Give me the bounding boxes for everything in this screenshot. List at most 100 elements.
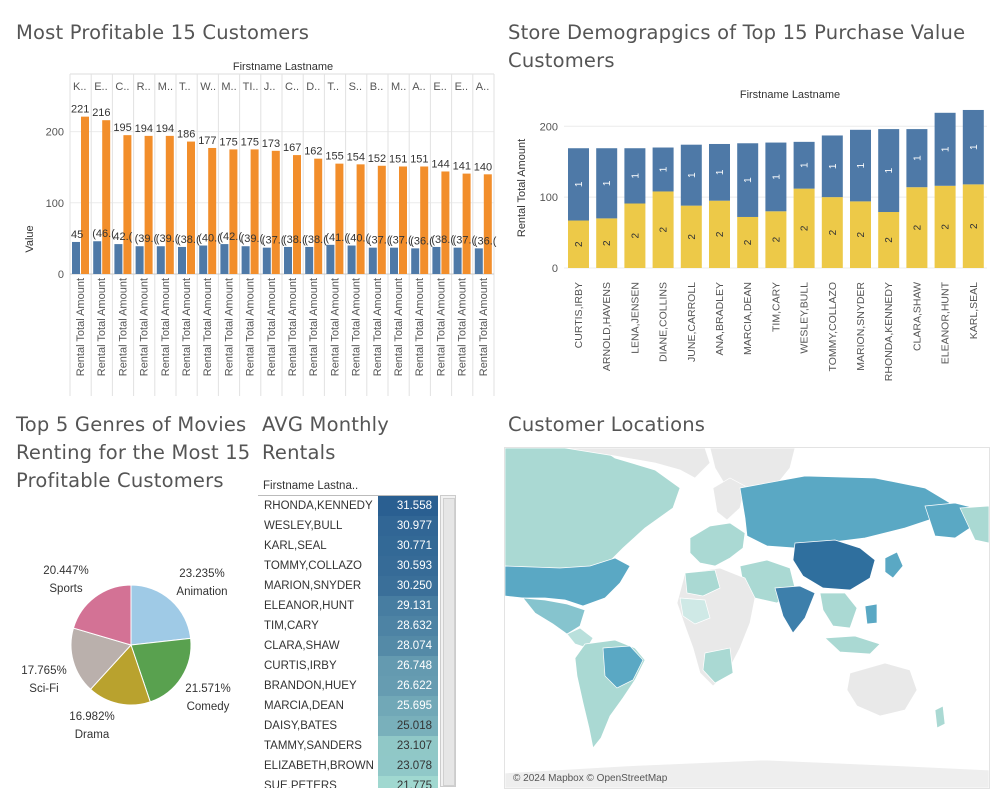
table-row[interactable]: CURTIS,IRBY 26.748	[258, 656, 438, 676]
table-row[interactable]: TIM,CARY 28.632	[258, 616, 438, 636]
chart2-bar-store-1[interactable]	[765, 142, 787, 212]
chart1-bar-rental-total[interactable]	[356, 164, 365, 274]
chart1-bar-rental-total[interactable]	[335, 163, 344, 274]
customer-locations-map[interactable]: © 2024 Mapbox © OpenStreetMap	[504, 447, 990, 789]
chart1-bar-secondary[interactable]	[135, 246, 144, 274]
chart1-bar-secondary[interactable]	[241, 246, 250, 274]
chart1-bar-secondary[interactable]	[220, 244, 229, 274]
chart1-bar-rental-total[interactable]	[377, 165, 386, 274]
chart2-bar-store-1[interactable]	[596, 148, 618, 219]
pie-slice-sports[interactable]	[72, 584, 132, 646]
chart1-bar-rental-total[interactable]	[123, 135, 132, 274]
chart2-bar-store-2[interactable]	[709, 200, 730, 268]
chart1-bar-rental-total[interactable]	[165, 135, 174, 274]
table-row[interactable]: DAISY,BATES 25.018	[258, 716, 438, 736]
chart1-bar-secondary[interactable]	[390, 247, 398, 274]
chart1-bar-secondary[interactable]	[178, 246, 186, 274]
chart2-bar-store-2[interactable]	[737, 216, 759, 268]
chart2-bar-store-2[interactable]	[596, 218, 618, 268]
chart2-bar-store-1[interactable]	[737, 143, 759, 217]
chart2-x-tick: DIANE,COLLINS	[658, 282, 670, 362]
table-row[interactable]: CLARA,SHAW 28.074	[258, 636, 438, 656]
chart1-bar-secondary[interactable]	[156, 246, 165, 274]
chart1-bar-secondary[interactable]	[262, 247, 271, 274]
table-row[interactable]: ELEANOR,HUNT 29.131	[258, 596, 438, 616]
chart2-bar-store-1[interactable]	[934, 112, 956, 186]
pie-slice-scifi[interactable]	[70, 627, 132, 690]
chart2-bar-store-1[interactable]	[850, 129, 871, 202]
chart2-bar-store-1[interactable]	[878, 129, 900, 213]
chart1-bar-rental-total[interactable]	[441, 171, 450, 274]
chart1-bar-rental-total[interactable]	[271, 150, 280, 274]
chart1-bar-secondary[interactable]	[474, 248, 483, 274]
chart2-bar-store-2[interactable]	[934, 185, 956, 268]
chart1-bar-rental-total[interactable]	[314, 158, 323, 274]
table-row[interactable]: SUE,PETERS 21.775	[258, 776, 438, 788]
chart1-bar-rental-total[interactable]	[187, 141, 195, 274]
chart1-bar-rental-total[interactable]	[483, 174, 492, 274]
pie-slice-animation[interactable]	[130, 584, 192, 646]
chart2-bar-store-2[interactable]	[850, 201, 871, 268]
chart2-bar-store-2[interactable]	[962, 184, 984, 268]
table-row[interactable]: RHONDA,KENNEDY 31.558	[258, 496, 438, 516]
table-row[interactable]: TOMMY,COLLAZO 30.593	[258, 556, 438, 576]
table-scrollbar[interactable]	[440, 495, 456, 787]
chart1-bar-rental-total[interactable]	[420, 166, 429, 274]
chart2-bar-store-2[interactable]	[793, 188, 815, 268]
world-map[interactable]: © 2024 Mapbox © OpenStreetMap	[505, 448, 989, 788]
table-row[interactable]: MARION,SNYDER 30.250	[258, 576, 438, 596]
chart2-bar-store-2[interactable]	[821, 197, 843, 268]
chart2-bar-store-1[interactable]	[568, 148, 589, 221]
chart1-bar-rental-total[interactable]	[399, 166, 407, 274]
genre-pie-chart[interactable]: 23.235% Animation 21.571% Comedy 16.982% Dram…	[0, 550, 260, 750]
chart1-bar-secondary[interactable]	[368, 247, 377, 274]
chart2-bar-store-1[interactable]	[652, 147, 674, 192]
scrollbar-thumb[interactable]	[443, 498, 455, 786]
chart1-bar-secondary[interactable]	[347, 245, 356, 274]
chart2-bar-store-2[interactable]	[906, 187, 928, 268]
pie-slice-drama[interactable]	[89, 644, 151, 706]
avg-monthly-rentals-table[interactable]: Firstname Lastna.. RHONDA,KENNEDY 31.558 W…	[258, 476, 458, 788]
chart1-bar-secondary[interactable]	[72, 241, 80, 274]
chart1-column-label: B..	[370, 81, 383, 93]
chart1-bar-rental-total[interactable]	[102, 120, 111, 274]
chart1-bar-secondary[interactable]	[432, 246, 441, 274]
chart1-bar-secondary[interactable]	[453, 247, 462, 274]
table-row[interactable]: MARCIA,DEAN 25.695	[258, 696, 438, 716]
table-row[interactable]: WESLEY,BULL 30.977	[258, 516, 438, 536]
chart2-bar-store-1[interactable]	[624, 148, 646, 204]
table-row[interactable]: BRANDON,HUEY 26.622	[258, 676, 438, 696]
most-profitable-customers-chart[interactable]: Firstname Lastname Value 0 100 200 K.. 45 221…	[0, 56, 500, 401]
store-demographics-chart[interactable]: Firstname Lastname Rental Total Amount 0…	[504, 80, 994, 400]
chart2-bar-store-2[interactable]	[624, 203, 646, 268]
chart2-bar-store-2[interactable]	[878, 212, 900, 268]
chart2-bar-store-1[interactable]	[793, 141, 815, 189]
chart1-bar-secondary[interactable]	[326, 244, 335, 274]
table-row[interactable]: ELIZABETH,BROWN 23.078	[258, 756, 438, 776]
table-row[interactable]: KARL,SEAL 30.771	[258, 536, 438, 556]
chart2-bar-store-1[interactable]	[680, 144, 702, 206]
chart2-bar-store-2[interactable]	[680, 205, 702, 268]
table-row[interactable]: TAMMY,SANDERS 23.107	[258, 736, 438, 756]
chart1-bar-rental-total[interactable]	[462, 173, 471, 274]
chart2-bar-store-1[interactable]	[709, 143, 730, 201]
chart2-bar-store-1[interactable]	[906, 129, 928, 188]
chart1-bar-rental-total[interactable]	[229, 149, 238, 274]
pie-slice-comedy[interactable]	[130, 637, 192, 703]
chart1-bar-secondary[interactable]	[114, 244, 123, 274]
chart1-bar-secondary[interactable]	[199, 245, 208, 274]
chart1-bar-rental-total[interactable]	[208, 147, 217, 274]
chart2-bar-store-2[interactable]	[568, 220, 589, 268]
chart1-bar-rental-total[interactable]	[144, 135, 153, 274]
chart1-bar-rental-total[interactable]	[293, 155, 301, 274]
chart1-bar-secondary[interactable]	[305, 246, 314, 274]
chart1-bar-rental-total[interactable]	[81, 116, 89, 274]
chart1-bar-secondary[interactable]	[284, 246, 292, 274]
chart2-bar-store-2[interactable]	[652, 191, 674, 268]
chart2-bar-store-1[interactable]	[962, 109, 984, 185]
chart1-bar-rental-total[interactable]	[250, 149, 259, 274]
chart1-bar-secondary[interactable]	[411, 248, 420, 274]
chart1-bar-secondary[interactable]	[93, 241, 102, 274]
chart2-bar-store-2[interactable]	[765, 211, 787, 268]
chart2-bar-store-1[interactable]	[821, 135, 843, 198]
